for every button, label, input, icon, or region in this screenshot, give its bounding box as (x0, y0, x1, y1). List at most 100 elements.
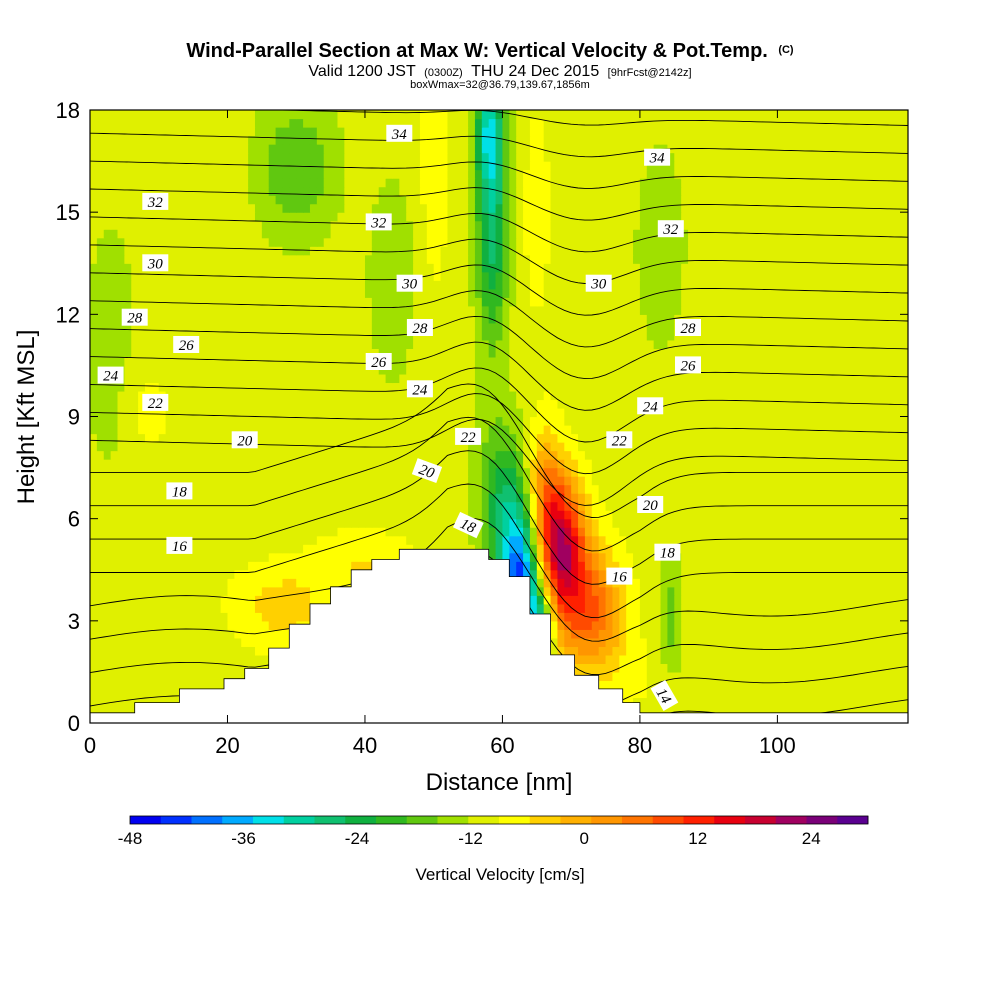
velocity-cell (880, 425, 888, 435)
velocity-cell (880, 459, 888, 469)
velocity-cell (571, 510, 579, 520)
velocity-cell (296, 544, 304, 554)
velocity-cell (674, 433, 682, 443)
velocity-cell (722, 595, 730, 605)
velocity-cell (660, 510, 669, 520)
velocity-cell (433, 501, 442, 511)
velocity-cell (303, 561, 311, 571)
velocity-cell (523, 382, 531, 392)
velocity-cell (151, 654, 160, 664)
velocity-cell (254, 654, 263, 664)
velocity-cell (887, 544, 895, 554)
velocity-cell (516, 407, 524, 418)
velocity-cell (688, 671, 696, 682)
velocity-cell (887, 603, 895, 613)
velocity-cell (323, 561, 332, 571)
velocity-cell (131, 629, 139, 639)
velocity-cell (853, 680, 861, 690)
velocity-cell (901, 620, 908, 630)
velocity-cell (832, 476, 840, 486)
velocity-cell (406, 416, 414, 426)
velocity-cell (825, 407, 833, 418)
velocity-cell (708, 425, 717, 435)
velocity-cell (557, 620, 565, 630)
velocity-cell (653, 671, 662, 682)
velocity-cell (880, 646, 888, 656)
velocity-cell (186, 586, 194, 596)
velocity-cell (646, 620, 655, 630)
velocity-cell (138, 527, 146, 537)
velocity-cell (756, 535, 765, 545)
velocity-cell (199, 390, 208, 401)
velocity-cell (193, 569, 201, 579)
velocity-cell (839, 527, 847, 537)
velocity-cell (694, 629, 703, 639)
velocity-cell (144, 416, 153, 426)
velocity-cell (901, 382, 908, 392)
velocity-cell (825, 595, 833, 605)
velocity-cell (90, 518, 98, 528)
velocity-cell (660, 671, 669, 682)
velocity-cell (866, 493, 875, 503)
velocity-cell (619, 476, 627, 486)
velocity-cell (495, 467, 504, 477)
velocity-cell (653, 510, 662, 520)
velocity-cell (96, 620, 105, 630)
velocity-cell (798, 586, 806, 596)
velocity-cell (440, 416, 449, 426)
velocity-cell (454, 416, 462, 426)
velocity-cell (804, 680, 813, 690)
velocity-cell (364, 450, 373, 460)
velocity-cell (316, 407, 325, 418)
velocity-cell (853, 425, 861, 435)
velocity-cell (743, 586, 751, 596)
velocity-cell (701, 527, 710, 537)
velocity-cell (275, 390, 284, 401)
velocity-cell (591, 637, 600, 647)
velocity-cell (694, 373, 703, 384)
velocity-cell (873, 671, 882, 682)
velocity-cell (653, 450, 662, 460)
velocity-cell (853, 518, 861, 528)
velocity-cell (901, 535, 908, 545)
velocity-cell (804, 442, 813, 452)
velocity-cell (798, 433, 806, 443)
velocity-cell (674, 595, 682, 605)
velocity-cell (701, 399, 710, 409)
velocity-cell (756, 595, 765, 605)
velocity-cell (461, 467, 469, 477)
velocity-cell (859, 544, 868, 554)
velocity-cell (275, 467, 284, 477)
velocity-cell (804, 620, 813, 630)
velocity-cell (901, 637, 908, 647)
velocity-cell (598, 535, 607, 545)
velocity-cell (186, 501, 194, 511)
velocity-cell (303, 612, 311, 622)
velocity-cell (110, 552, 119, 562)
velocity-cell (612, 493, 620, 503)
velocity-cell (743, 425, 751, 435)
velocity-cell (612, 527, 620, 537)
velocity-cell (846, 535, 854, 545)
velocity-cell (358, 382, 366, 392)
velocity-cell (804, 569, 813, 579)
velocity-cell (798, 442, 806, 452)
velocity-cell (117, 493, 125, 503)
velocity-cell (220, 535, 229, 545)
velocity-cell (461, 407, 469, 418)
velocity-cell (323, 518, 332, 528)
velocity-cell (619, 654, 627, 664)
velocity-cell (749, 399, 758, 409)
velocity-cell (591, 586, 600, 596)
velocity-cell (749, 518, 758, 528)
velocity-cell (598, 416, 607, 426)
velocity-cell (584, 663, 593, 673)
velocity-cell (901, 561, 908, 571)
velocity-cell (289, 425, 297, 435)
velocity-cell (688, 629, 696, 639)
velocity-cell (254, 484, 263, 494)
velocity-cell (653, 637, 662, 647)
velocity-cell (901, 671, 908, 682)
velocity-cell (866, 501, 875, 511)
velocity-cell (626, 595, 634, 605)
